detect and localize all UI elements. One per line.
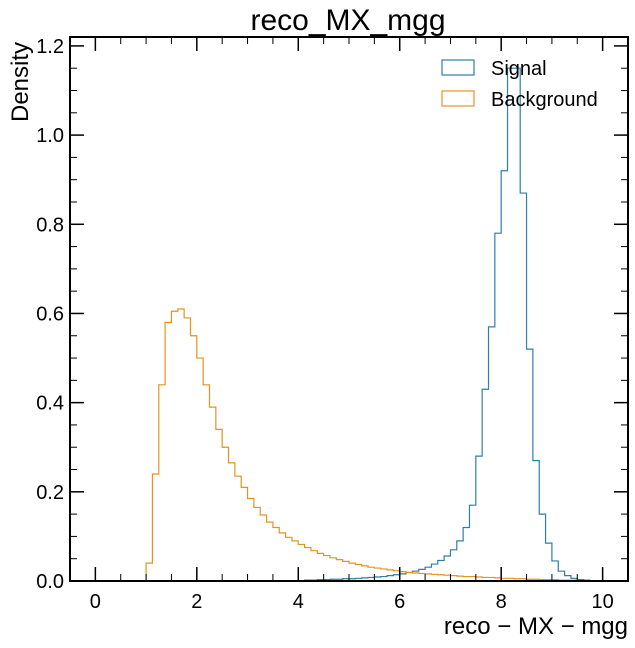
legend: Signal Background (441, 58, 598, 111)
x-tick-label: 8 (496, 591, 507, 613)
series-line-background (95, 308, 603, 582)
x-axis-label: reco − MX − mgg (444, 613, 628, 640)
chart-title: reco_MX_mgg (250, 4, 445, 37)
x-tick-label: 6 (394, 591, 405, 613)
legend-label-signal: Signal (491, 58, 547, 80)
legend-swatch-signal (441, 59, 475, 76)
y-tick-label: 1.2 (36, 36, 64, 58)
plot-area (95, 67, 603, 582)
plot-frame (69, 36, 629, 582)
x-tick-label: 4 (293, 591, 304, 613)
x-tick-label: 10 (592, 591, 614, 613)
y-tick-label: 0.0 (36, 571, 64, 593)
x-tick-label: 0 (90, 591, 101, 613)
legend-swatch-background (441, 90, 475, 107)
y-tick-label: 1.0 (36, 125, 64, 147)
series-line-signal (95, 67, 603, 582)
y-tick-label: 0.8 (36, 214, 64, 236)
y-tick-label: 0.2 (36, 482, 64, 504)
legend-label-background: Background (491, 89, 598, 111)
y-tick-label: 0.6 (36, 303, 64, 325)
y-tick-label: 0.4 (36, 393, 64, 415)
axis-ticks: 0 2 4 6 8 10 0.0 0.2 0.4 0.6 0.8 1.0 1.2 (36, 36, 629, 613)
x-tick-label: 2 (191, 591, 202, 613)
y-axis-label: Density (7, 42, 34, 122)
